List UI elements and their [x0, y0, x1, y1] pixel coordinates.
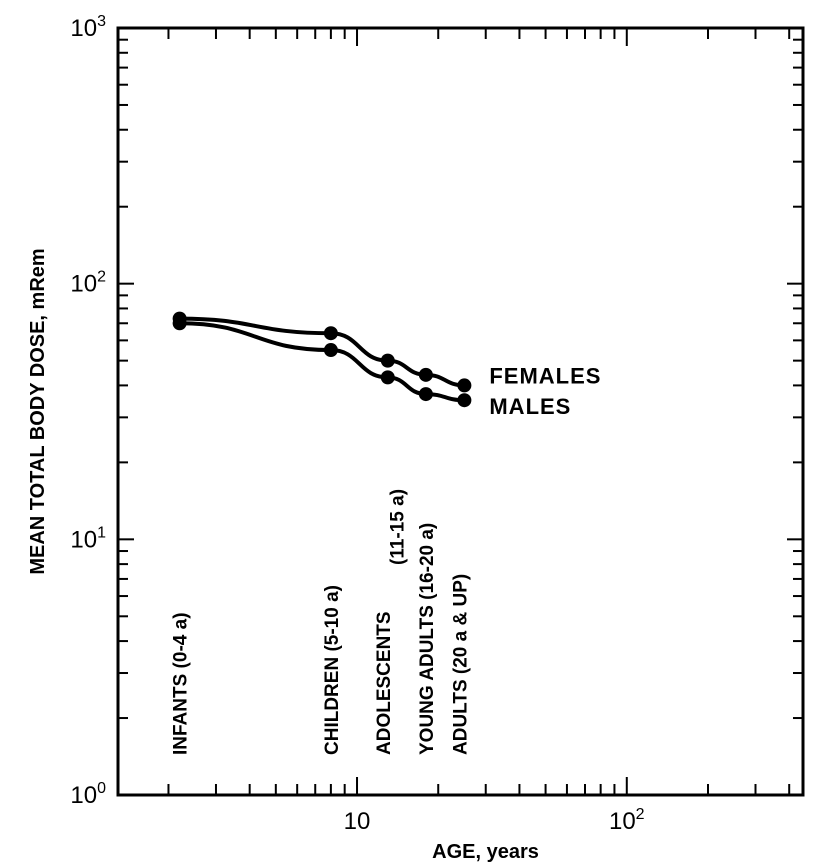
- y-tick-label: 101: [70, 524, 106, 553]
- data-point-males: [172, 316, 187, 331]
- series-label-males: MALES: [489, 394, 571, 419]
- y-axis-title: MEAN TOTAL BODY DOSE, mRem: [27, 248, 49, 574]
- age-group-label: INFANTS (0-4 a): [171, 612, 192, 755]
- data-point-females: [380, 353, 395, 368]
- data-point-males: [380, 370, 395, 385]
- series-label-females: FEMALES: [489, 363, 601, 388]
- x-tick-label: 102: [609, 806, 645, 835]
- data-point-females: [323, 326, 338, 341]
- data-point-males: [457, 393, 472, 408]
- age-group-label: ADOLESCENTS: [374, 611, 395, 755]
- x-tick-label: 10: [344, 808, 371, 835]
- data-point-females: [418, 367, 433, 382]
- data-point-males: [418, 387, 433, 402]
- x-axis-title: AGE, years: [432, 841, 539, 863]
- age-group-label: CHILDREN (5-10 a): [322, 585, 343, 755]
- y-tick-label: 103: [70, 13, 106, 42]
- y-tick-label: 102: [70, 269, 106, 298]
- plot-frame: [116, 26, 805, 797]
- age-group-label: (11-15 a): [387, 489, 408, 565]
- series-line-females: [179, 316, 465, 388]
- data-point-males: [323, 343, 338, 358]
- age-group-label: ADULTS (20 a & UP): [451, 574, 472, 755]
- y-tick-label: 100: [70, 780, 106, 809]
- age-group-label: YOUNG ADULTS (16-20 a): [417, 523, 438, 755]
- data-point-females: [457, 378, 472, 393]
